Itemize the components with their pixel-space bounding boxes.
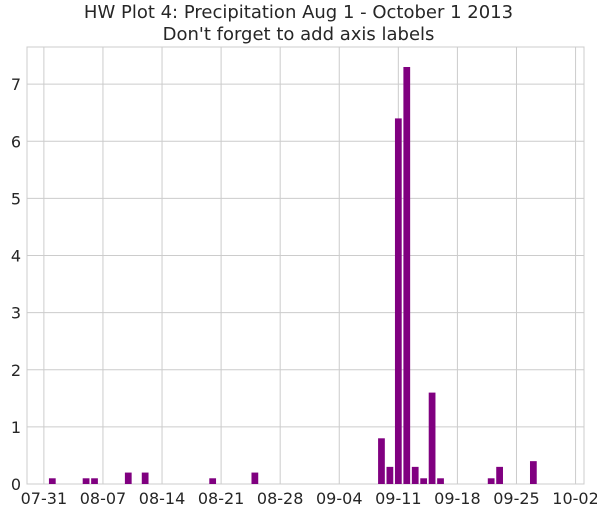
x-tick-label: 09-04	[316, 489, 363, 508]
bar	[496, 466, 503, 484]
x-tick-label: 08-14	[139, 489, 186, 508]
chart-title-block: HW Plot 4: Precipitation Aug 1 - October…	[0, 2, 597, 46]
x-tick-label: 09-18	[434, 489, 481, 508]
y-tick-label: 2	[11, 361, 21, 380]
bar	[91, 478, 98, 484]
chart-subtitle: Don't forget to add axis labels	[162, 24, 435, 45]
x-tick-label: 08-07	[80, 489, 127, 508]
y-tick-label: 0	[11, 475, 21, 494]
plot-frame	[26, 46, 585, 485]
x-tick-label: 08-21	[198, 489, 245, 508]
x-tick-label: 09-11	[375, 489, 422, 508]
y-tick-label: 5	[11, 189, 21, 208]
bar	[209, 478, 217, 484]
bar	[386, 466, 394, 484]
x-tick-label: 09-25	[493, 489, 540, 508]
bar	[124, 472, 132, 484]
y-tick-label: 6	[11, 132, 21, 151]
bar	[48, 478, 56, 484]
bar	[411, 466, 419, 484]
y-tick-label: 7	[11, 75, 21, 94]
x-tick-label: 07-31	[21, 489, 68, 508]
bar	[529, 461, 537, 484]
bar	[82, 478, 90, 484]
y-tick-label: 3	[11, 304, 21, 323]
chart-title: HW Plot 4: Precipitation Aug 1 - October…	[83, 2, 514, 23]
bar	[420, 478, 428, 484]
bar	[403, 66, 411, 484]
bar	[428, 392, 436, 484]
bar	[487, 478, 495, 484]
grid-lines	[27, 47, 584, 485]
y-tick-label: 1	[11, 418, 21, 437]
bar	[378, 438, 385, 484]
y-tick-label: 4	[11, 247, 21, 266]
bar	[394, 118, 402, 485]
x-tick-label: 10-02	[552, 489, 597, 508]
bar	[141, 472, 149, 484]
bar	[251, 472, 259, 484]
bar	[437, 478, 444, 484]
x-tick-label: 08-28	[257, 489, 304, 508]
